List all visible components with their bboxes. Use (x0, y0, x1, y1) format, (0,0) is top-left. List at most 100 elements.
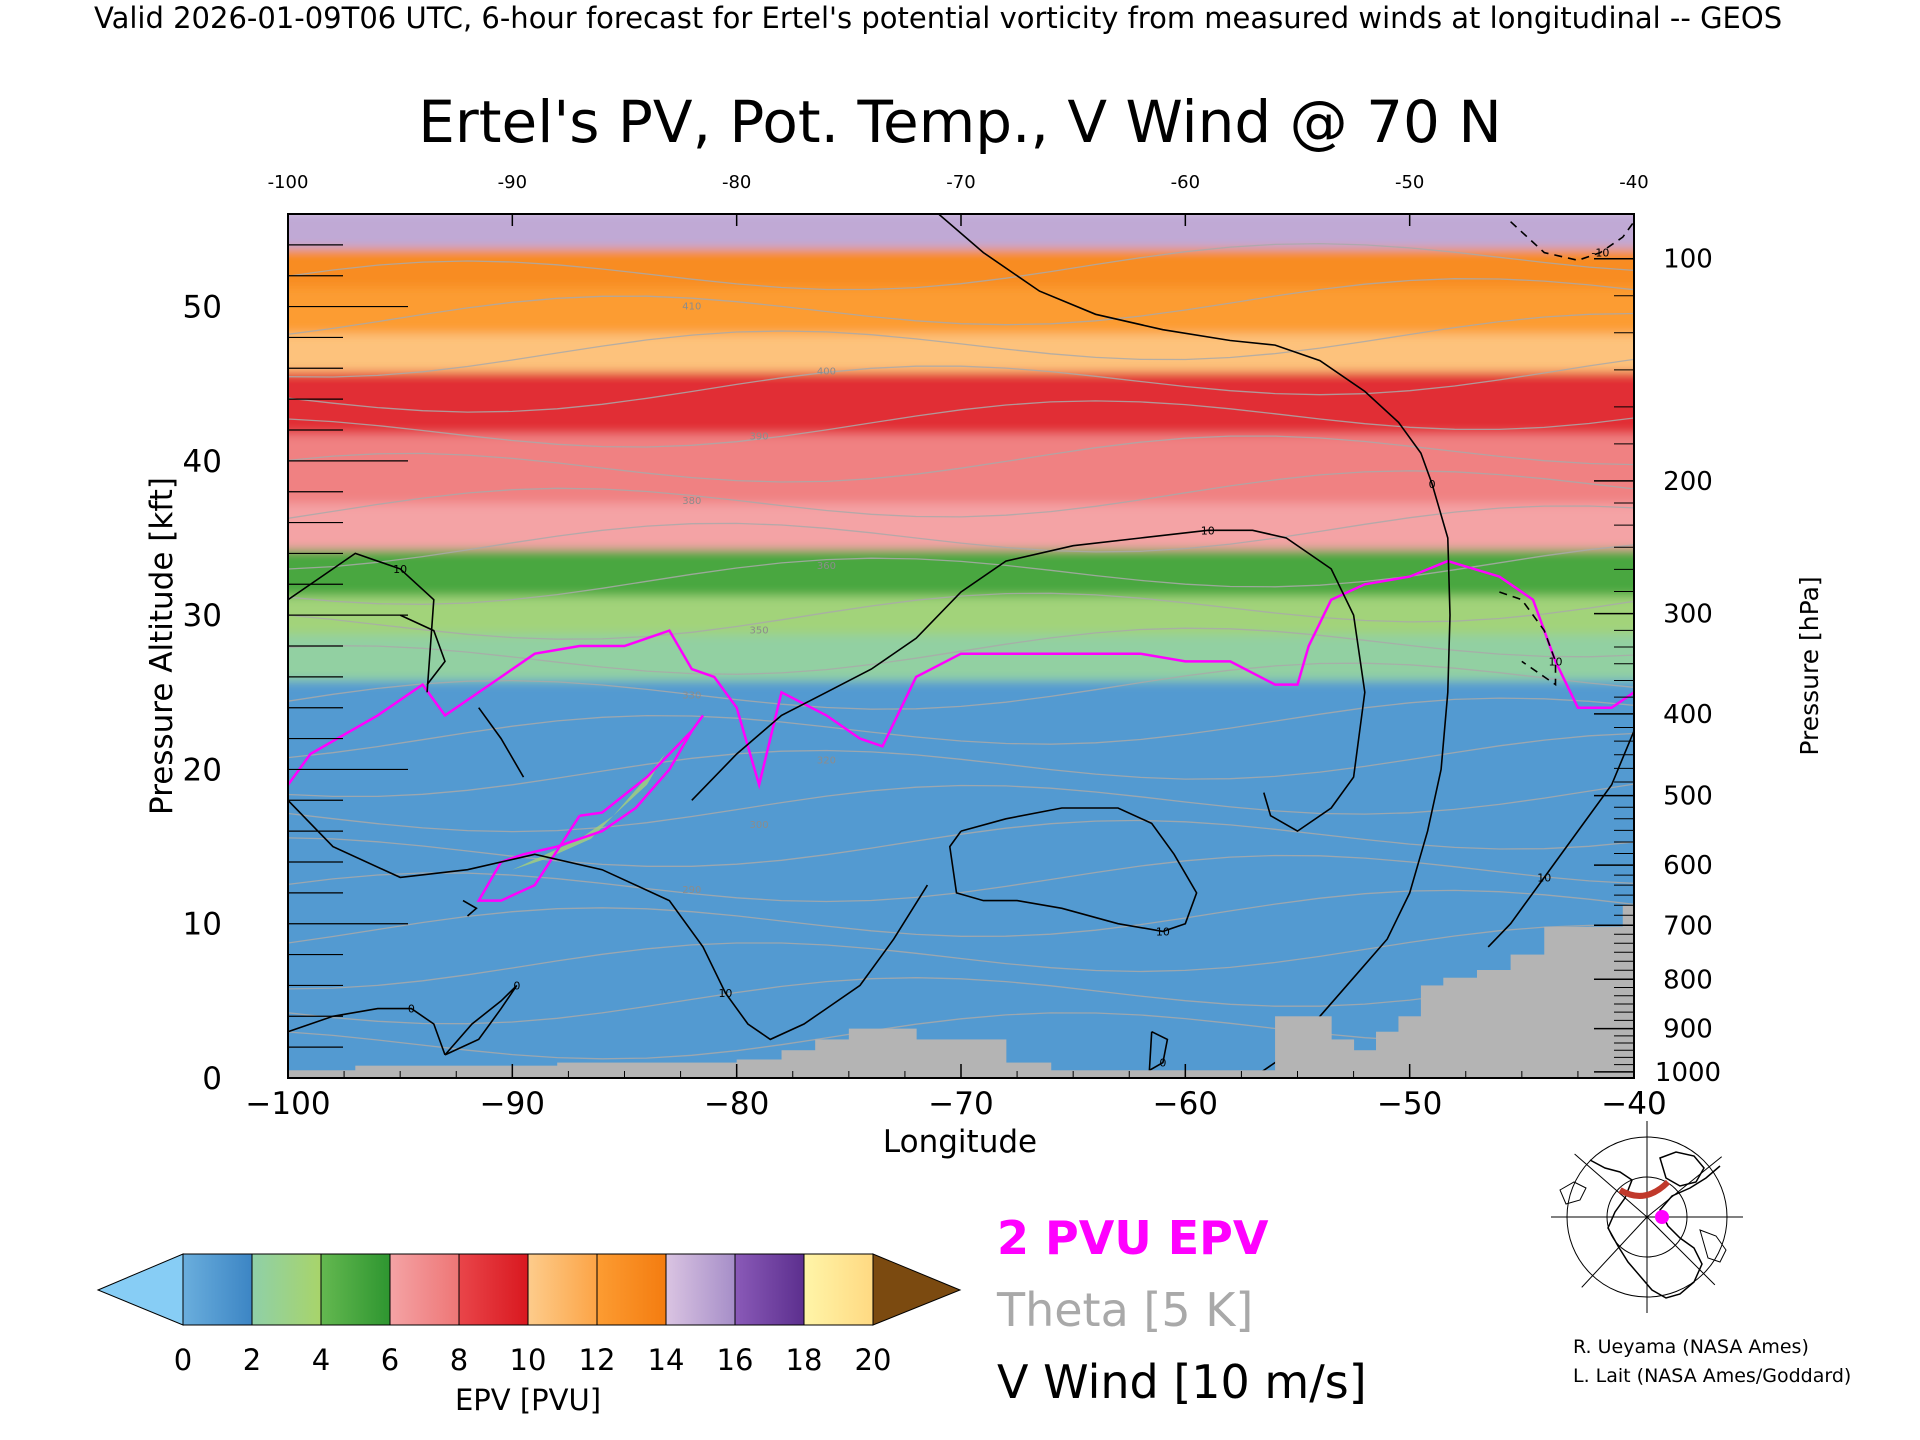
v-wind-line (478, 707, 525, 778)
x-tick-top: -50 (1395, 172, 1424, 193)
theta-label: 410 (682, 302, 701, 313)
x-tick-top: -90 (498, 172, 527, 193)
y-axis-right: 100 200 300 400 500 600 700 800 900 1000 (1594, 245, 1721, 1088)
colorbar-tick: 16 (717, 1343, 754, 1377)
v-wind-line (288, 1007, 446, 1056)
x-tick-bottom: −80 (704, 1086, 769, 1122)
v-wind-label: 0 (1429, 478, 1436, 491)
y-tick-left: 0 (202, 1061, 222, 1097)
colorbar-under-arrow (96, 1253, 184, 1326)
terrain-block (1476, 970, 1512, 1078)
v-wind-line (444, 984, 518, 1056)
y-tick-left: 40 (183, 444, 222, 480)
pressure-tick: 100 (1663, 245, 1713, 275)
pressure-tick: 900 (1663, 1015, 1713, 1045)
credit-line-2: L. Lait (NASA Ames/Goddard) (1573, 1365, 1851, 1387)
theta-line (288, 783, 1634, 833)
v-wind-line (948, 807, 1198, 933)
pressure-tick: 200 (1663, 467, 1713, 497)
v-wind-line (288, 552, 435, 693)
colorbar-segment (182, 1253, 253, 1326)
colorbar-segment (527, 1253, 598, 1326)
y-axis-right-label: Pressure [hPa] (1795, 576, 1824, 755)
legend-vwind: V Wind [10 m/s] (997, 1355, 1367, 1409)
colorbar-tick: 14 (648, 1343, 685, 1377)
x-tick-bottom: −50 (1377, 1086, 1442, 1122)
colorbar-label: EPV [PVU] (455, 1383, 601, 1417)
terrain-block (557, 1062, 738, 1078)
legend-pv2: 2 PVU EPV (997, 1211, 1269, 1265)
legend: 2 PVU EPV Theta [5 K] V Wind [10 m/s] (996, 1211, 1367, 1409)
v-wind-line (288, 799, 929, 1041)
epv-layer-stack (288, 214, 1634, 1078)
x-axis-top: -100 -90 -80 -70 -60 -50 -40 (268, 172, 1649, 226)
x-tick-bottom: −70 (928, 1086, 993, 1122)
valid-header: Valid 2026-01-09T06 UTC, 6-hour forecast… (94, 1, 1782, 35)
terrain-block (815, 1039, 850, 1078)
colorbar-tick: 20 (855, 1343, 892, 1377)
theta-label: 400 (817, 366, 836, 377)
v-wind-line (1499, 591, 1557, 687)
colorbar-ticks: 0 2 4 6 8 10 12 14 16 18 20 (174, 1343, 892, 1377)
terrain-block (1589, 926, 1624, 1078)
theta-line (288, 627, 1634, 675)
v-wind-label: 10 (1548, 655, 1562, 668)
x-axis-bottom: −100 −90 −80 −70 −60 −50 −40 (245, 1064, 1667, 1122)
epv-field (288, 214, 1634, 1078)
colorbar-tick: 2 (243, 1343, 261, 1377)
theta-line (288, 278, 1634, 335)
terrain-block (1420, 985, 1444, 1078)
theta-line (288, 358, 1634, 413)
x-tick-top: -60 (1171, 172, 1200, 193)
theta-label: 360 (817, 561, 836, 572)
epv-layer (288, 495, 1634, 550)
credit-line-1: R. Ueyama (NASA Ames) (1573, 1336, 1809, 1358)
colorbar-segment (803, 1253, 874, 1326)
terrain-block (1050, 1070, 1276, 1078)
colorbar-tick: 18 (786, 1343, 823, 1377)
pv2-contours (288, 559, 1634, 902)
theta-line (288, 854, 1634, 903)
colorbar-tick: 0 (174, 1343, 192, 1377)
colorbar-tick: 4 (312, 1343, 330, 1377)
terrain-block (1443, 977, 1478, 1078)
locator-map (1551, 1121, 1743, 1313)
colorbar-tick: 10 (510, 1343, 547, 1377)
pressure-tick: 700 (1663, 911, 1713, 941)
colorbar-segment (458, 1253, 529, 1326)
theta-label: 350 (750, 626, 769, 637)
v-wind-line (1487, 730, 1634, 948)
terrain-mask (288, 905, 1634, 1078)
x-tick-bottom: −60 (1153, 1086, 1218, 1122)
theta-line (288, 732, 1634, 798)
colorbar-segment (320, 1253, 391, 1326)
theta-label: 330 (682, 690, 701, 701)
terrain-block (1398, 1016, 1422, 1078)
colorbar-tick: 8 (450, 1343, 468, 1377)
cross-section-line (1618, 1179, 1671, 1199)
colorbar-tick: 12 (579, 1343, 616, 1377)
x-tick-bottom: −40 (1601, 1086, 1666, 1122)
theta-line (288, 697, 1634, 759)
v-wind-label: 0 (408, 1003, 415, 1016)
terrain-block (1275, 1016, 1332, 1078)
location-marker (1655, 1210, 1669, 1224)
pv2-contour-tongue (476, 714, 705, 902)
x-tick-top: -80 (722, 172, 751, 193)
terrain-block (1331, 1039, 1355, 1078)
plot-area: 290 300 320 330 350 360 380 390 400 410 0 10 10 10 10… (288, 214, 1634, 1078)
colorbar-segment (734, 1253, 805, 1326)
terrain-block (781, 1050, 816, 1078)
theta-line (288, 967, 1634, 1025)
v-wind-line (938, 214, 1451, 1078)
x-tick-bottom: −100 (245, 1086, 330, 1122)
y-tick-left: 10 (183, 907, 222, 943)
colorbar-segment (665, 1253, 736, 1326)
terrain-block (1544, 926, 1590, 1078)
theta-line (288, 400, 1634, 448)
v-wind-label: -10 (1591, 247, 1609, 260)
x-tick-bottom: −90 (480, 1086, 545, 1122)
y-axis-left-label: Pressure Altitude [kft] (144, 477, 180, 815)
epv-colorbar: 0 2 4 6 8 10 12 14 16 18 20 EPV [PVU] (96, 1253, 962, 1417)
pv2-contour-main (288, 559, 1634, 790)
